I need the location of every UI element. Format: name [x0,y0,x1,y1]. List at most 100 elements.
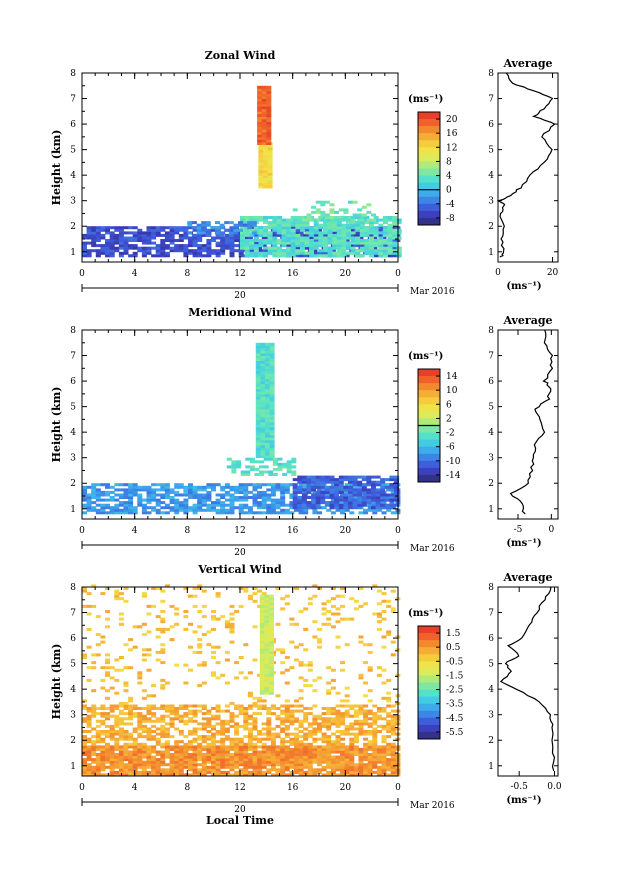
heatmap-cell [320,501,326,505]
heatmap-cell [291,460,297,464]
heatmap-cell [201,493,207,497]
heatmap-cell [269,455,275,459]
heatmap-cell [313,231,319,235]
heatmap-cell [265,442,270,446]
heatmap-cell [334,493,340,497]
heatmap-cell [132,712,138,716]
heatmap-cell [326,707,332,710]
heatmap-cell [350,239,356,242]
heatmap-cell [369,221,374,225]
heatmap-cell [267,164,273,168]
heatmap-cell [100,251,106,255]
heatmap-cell [174,707,180,710]
heatmap-cell [263,221,268,225]
heatmap-cell [281,254,287,258]
heatmap-cell [132,506,138,510]
heatmap-cell [348,478,353,482]
heatmap-cell [358,763,364,767]
colorbar-segment [418,668,440,676]
heatmap-cell [238,223,243,227]
heatmap-cell [358,709,364,713]
heatmap-cell [86,249,92,253]
heatmap-cell [215,493,221,497]
heatmap-cell [169,246,175,250]
heatmap-cell [169,724,175,728]
heatmap-cell [358,635,364,639]
heatmap-cell [266,119,272,122]
colorbar-tick-label: 2 [446,414,452,424]
heatmap-cell [86,773,92,777]
heatmap-cell [183,760,189,764]
date-label: 20 [234,291,246,301]
heatmap-cell [128,760,134,764]
heatmap-cell [95,233,101,237]
heatmap-cell [128,511,134,515]
heatmap-cell [215,511,221,515]
heatmap-cell [357,213,363,217]
heatmap-cell [188,496,193,499]
heatmap-cell [353,714,359,718]
heatmap-cell [188,742,193,746]
heatmap-cell [261,244,267,248]
heatmap-cell [261,111,267,115]
heatmap-cell [340,508,346,512]
heatmap-cell [243,490,249,494]
heatmap-cell [329,208,335,212]
heatmap-cell [340,604,346,608]
heatmap-cell [260,432,266,436]
heatmap-cell [386,768,392,772]
heatmap-cell [201,615,207,619]
heatmap-cell [178,755,184,759]
heatmap-cell [323,244,328,248]
heatmap-cell [229,241,235,245]
heatmap-cell [267,180,273,184]
heatmap-cell [380,493,386,497]
heatmap-cell [289,666,295,670]
heatmap-cell [160,750,166,754]
heatmap-cell [146,730,152,733]
profile-x-label: (ms⁻¹) [506,795,541,806]
heatmap-cell [82,488,87,492]
heatmap-cell [91,236,97,240]
heatmap-cell [390,747,396,751]
heatmap-cell [265,355,270,359]
heatmap-cell [82,763,87,767]
heatmap-cell [265,383,270,387]
heatmap-cell [346,236,351,240]
heatmap-cell [238,508,244,512]
heatmap-cell [86,763,92,767]
heatmap-cell [312,740,318,744]
heatmap-cell [303,758,309,762]
heatmap-cell [224,620,230,624]
heatmap-cell [197,758,203,762]
heatmap-cell [151,246,157,250]
heatmap-cell [329,475,335,479]
heatmap-cell [238,737,244,741]
heatmap-cell [260,411,266,415]
heatmap-cell [267,239,273,242]
heatmap-cell [390,511,396,515]
heatmap-cell [392,251,398,255]
heatmap-cell [91,228,97,232]
heatmap-cell [303,719,309,723]
heatmap-cell [86,506,92,510]
heatmap-cell [364,231,370,235]
colorbar-tick-label: 8 [446,157,452,167]
heatmap-cell [234,610,240,613]
heatmap-cell [252,750,258,754]
heatmap-cell [201,226,207,230]
heatmap-cell [376,747,382,751]
heatmap-cell [289,753,295,756]
heatmap-cell [266,709,272,713]
heatmap-cell [224,503,230,507]
heatmap-cell [86,737,92,741]
colorbar-tick-label: -0.5 [446,657,464,667]
heatmap-cell [326,773,332,777]
heatmap-cell [82,717,87,721]
heatmap-cell [280,511,286,515]
heatmap-cell [257,604,263,608]
heatmap-cell [105,758,110,762]
heatmap-cell [238,488,244,492]
heatmap-cell [266,508,272,512]
